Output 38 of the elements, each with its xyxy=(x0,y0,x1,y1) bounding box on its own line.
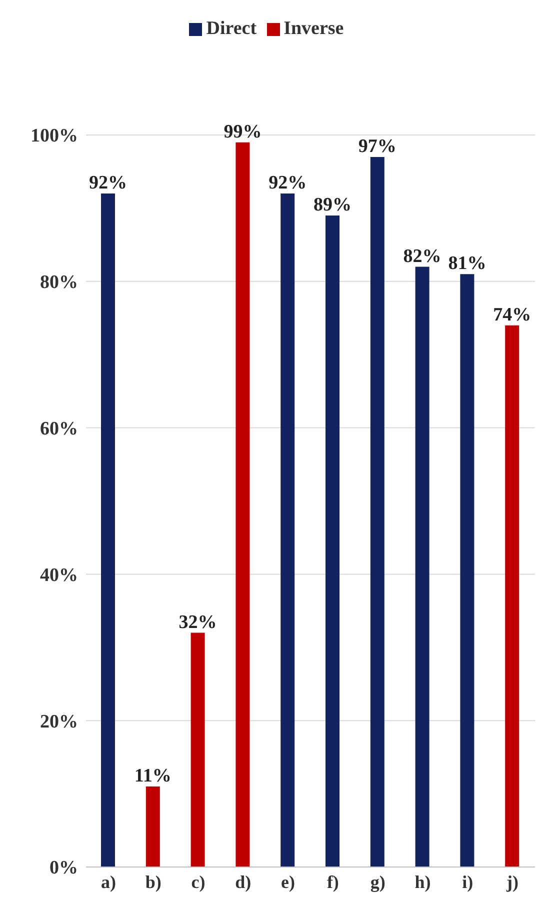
bar xyxy=(146,786,160,867)
bar xyxy=(415,266,430,867)
bar xyxy=(101,194,115,867)
x-tick-label: g) xyxy=(370,872,386,892)
data-label: 11% xyxy=(134,765,172,786)
x-tick-label: a) xyxy=(100,872,116,892)
x-tick-label: f) xyxy=(326,872,339,892)
legend-label: Direct xyxy=(206,18,257,39)
bar xyxy=(280,194,295,867)
y-tick-label: 40% xyxy=(40,564,78,586)
bar xyxy=(190,632,205,867)
data-label: 82% xyxy=(403,246,442,267)
data-label: 99% xyxy=(224,121,262,142)
x-tick-label: h) xyxy=(414,872,431,892)
x-tick-label: e) xyxy=(281,872,296,892)
data-label: 92% xyxy=(268,172,307,194)
y-tick-label: 80% xyxy=(40,272,78,294)
x-tick-label: b) xyxy=(145,872,162,892)
bar xyxy=(236,142,250,867)
data-label: 92% xyxy=(89,172,127,194)
y-tick-label: 20% xyxy=(40,711,78,732)
bar xyxy=(505,325,520,867)
y-tick-label: 0% xyxy=(50,858,78,879)
bar xyxy=(326,216,340,867)
legend-label: Inverse xyxy=(284,18,344,39)
x-tick-label: d) xyxy=(235,872,252,892)
x-tick-label: c) xyxy=(191,872,206,892)
y-tick-label: 60% xyxy=(40,418,78,440)
bar xyxy=(460,274,474,867)
y-tick-label: 100% xyxy=(30,126,78,147)
data-label: 81% xyxy=(448,253,486,274)
data-label: 97% xyxy=(358,136,396,157)
data-label: 89% xyxy=(314,194,352,216)
x-tick-label: j) xyxy=(506,872,519,892)
bar xyxy=(370,156,384,867)
x-tick-label: i) xyxy=(462,872,474,892)
data-label: 32% xyxy=(178,612,217,633)
data-label: 74% xyxy=(493,304,532,326)
